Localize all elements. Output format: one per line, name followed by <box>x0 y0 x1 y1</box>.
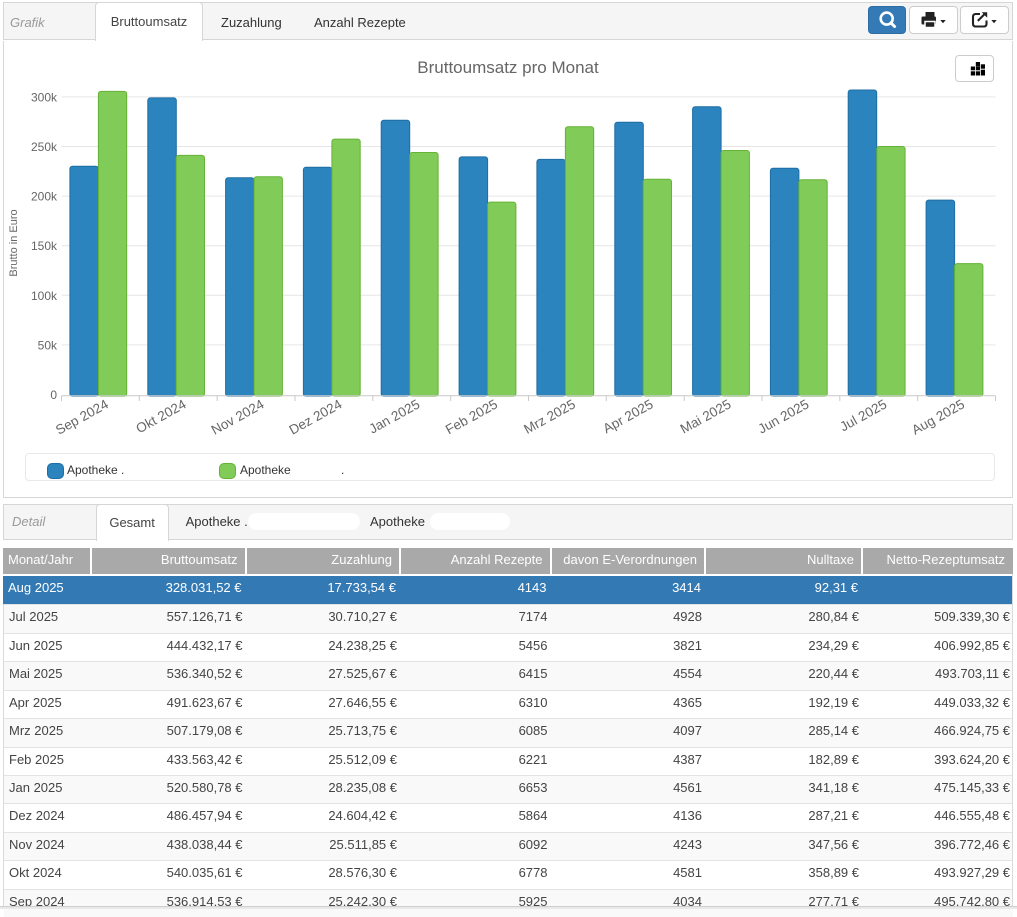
svg-text:Jun 2025: Jun 2025 <box>755 397 811 437</box>
svg-text:Bruttoumsatz pro Monat: Bruttoumsatz pro Monat <box>417 58 599 77</box>
svg-text:Mrz 2025: Mrz 2025 <box>521 397 577 437</box>
svg-text:0: 0 <box>50 388 57 402</box>
svg-text:200k: 200k <box>31 190 58 204</box>
svg-text:Sep 2024: Sep 2024 <box>53 396 111 437</box>
svg-text:300k: 300k <box>31 90 58 104</box>
svg-text:Jan 2025: Jan 2025 <box>366 397 422 437</box>
svg-text:Brutto in Euro: Brutto in Euro <box>8 209 20 276</box>
svg-text:Nov 2024: Nov 2024 <box>209 396 267 437</box>
svg-text:50k: 50k <box>38 338 58 352</box>
svg-text:Okt 2024: Okt 2024 <box>133 396 189 436</box>
svg-text:100k: 100k <box>31 289 58 303</box>
svg-text:Aug 2025: Aug 2025 <box>909 397 967 438</box>
svg-text:250k: 250k <box>31 140 58 154</box>
svg-text:Jul 2025: Jul 2025 <box>837 397 889 435</box>
svg-text:Dez 2024: Dez 2024 <box>287 396 345 437</box>
svg-text:Mai 2025: Mai 2025 <box>678 397 734 437</box>
svg-text:Apr 2025: Apr 2025 <box>600 397 655 437</box>
svg-text:Feb 2025: Feb 2025 <box>443 397 500 438</box>
svg-text:150k: 150k <box>31 239 58 253</box>
